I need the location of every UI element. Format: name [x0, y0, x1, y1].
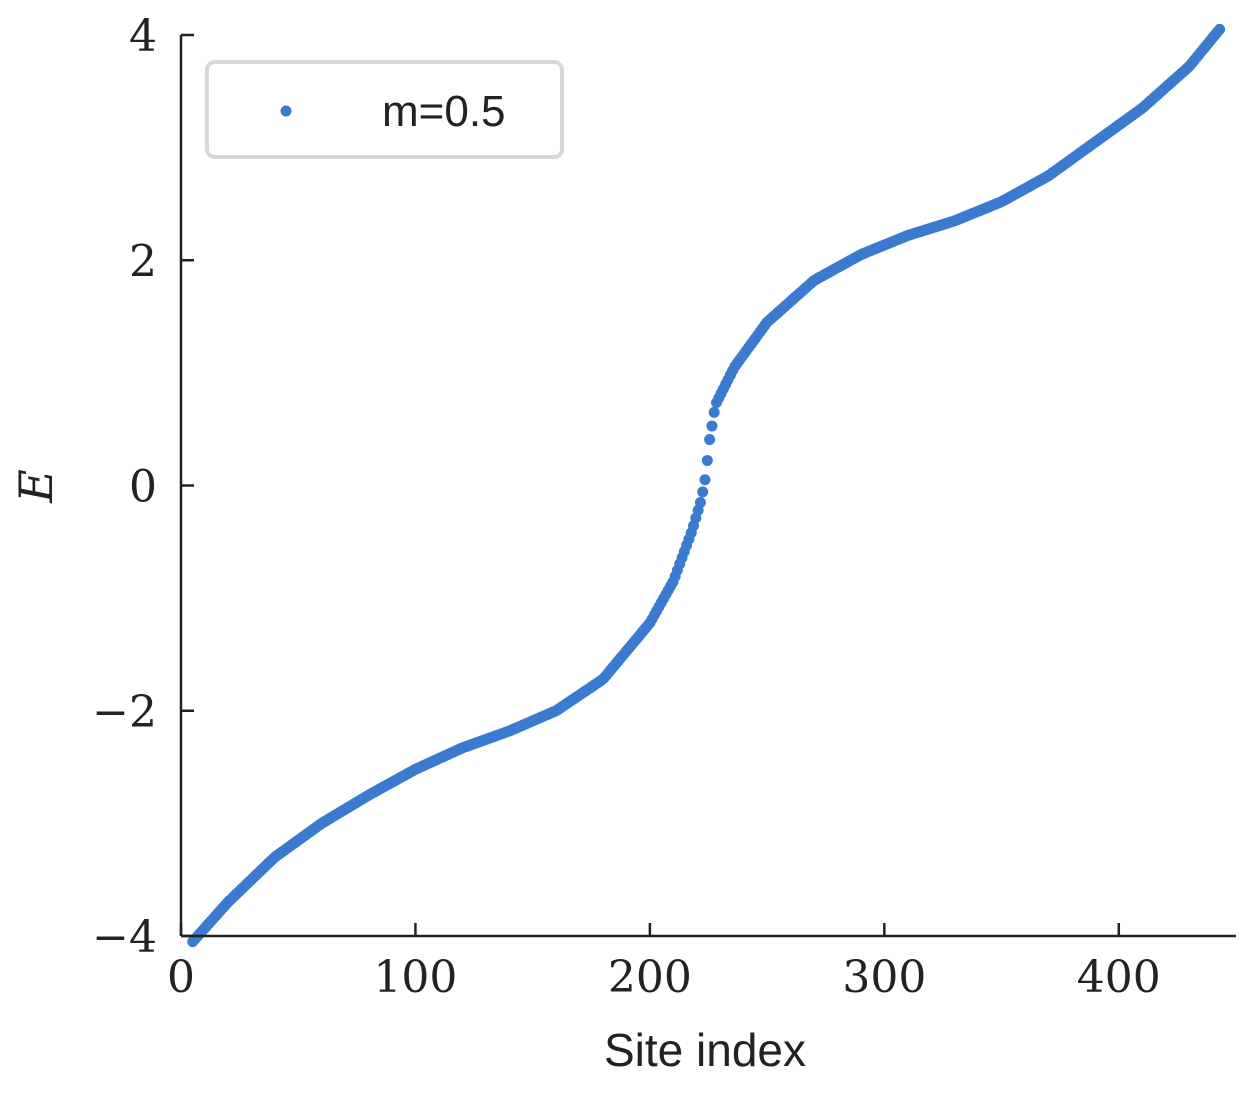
- legend-frame: [205, 60, 564, 159]
- x-tick-label: 0: [167, 952, 195, 1003]
- x-tick-label: 300: [842, 952, 926, 1003]
- data-points: [187, 23, 1226, 948]
- y-tick-label: 2: [129, 236, 157, 287]
- legend-marker: [280, 105, 292, 117]
- data-point: [706, 420, 718, 432]
- y-tick-label: −4: [92, 912, 157, 963]
- x-tick-label: 200: [608, 952, 692, 1003]
- y-tick-label: 4: [129, 11, 157, 62]
- axes: [179, 35, 1236, 938]
- x-tick-label: 400: [1077, 952, 1161, 1003]
- data-point: [1214, 23, 1226, 35]
- data-point: [699, 474, 711, 486]
- data-point: [704, 434, 716, 446]
- data-point: [694, 497, 706, 509]
- x-tick-label: 100: [373, 952, 457, 1003]
- legend: m=0.5: [205, 60, 564, 159]
- ticks: 0 100 200 300 400 −4 −2 0 2 4: [92, 11, 1161, 1003]
- y-tick-label: −2: [92, 687, 157, 738]
- legend-label: m=0.5: [382, 87, 506, 136]
- y-axis-label: E: [9, 469, 63, 504]
- y-tick-label: 0: [129, 462, 157, 513]
- x-axis-label: Site index: [604, 1024, 806, 1076]
- data-point: [697, 486, 709, 498]
- data-point: [708, 406, 720, 418]
- data-point: [701, 454, 713, 466]
